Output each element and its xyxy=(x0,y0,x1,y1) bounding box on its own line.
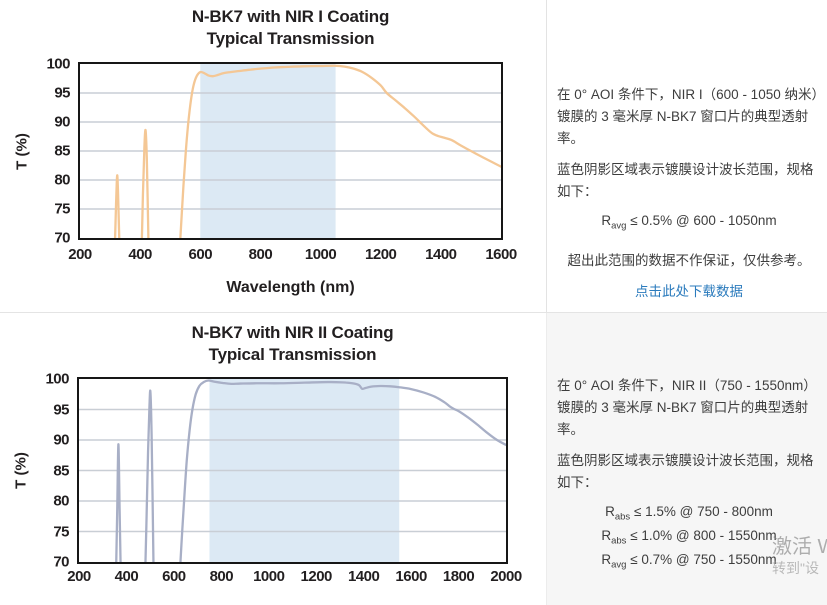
nir2-specs: Rabs ≤ 1.5% @ 750 - 800nm Rabs ≤ 1.0% @ … xyxy=(557,503,821,576)
y-tick-label: 100 xyxy=(45,370,69,388)
y-tick-label: 80 xyxy=(53,492,69,510)
y-tick-label: 70 xyxy=(54,229,70,247)
nir1-plot-area xyxy=(78,62,503,240)
nir1-chart-title: N-BK7 with NIR I Coating Typical Transmi… xyxy=(78,6,503,50)
nir1-title-line2: Typical Transmission xyxy=(206,29,375,48)
y-tick-label: 85 xyxy=(53,462,69,479)
nir2-title-line2: Typical Transmission xyxy=(208,345,377,364)
x-tick-label: 800 xyxy=(248,246,273,263)
x-tick-label: 1800 xyxy=(442,568,475,585)
nir1-x-axis-label: Wavelength (nm) xyxy=(226,279,355,296)
nir2-shading-note: 蓝色阴影区域表示镀膜设计波长范围，规格如下： xyxy=(557,453,814,490)
y-tick-label: 95 xyxy=(54,84,70,102)
spec-line: Rabs ≤ 1.0% @ 800 - 1550nm xyxy=(601,528,777,547)
nir1-description: 在 0° AOI 条件下，NIR I（600 - 1050 纳米）镀膜的 3 毫… xyxy=(557,87,819,146)
transmission-curve xyxy=(103,381,506,562)
transmission-curve xyxy=(92,66,501,238)
x-tick-label: 600 xyxy=(162,568,186,585)
x-tick-label: 200 xyxy=(67,568,91,585)
nir2-description: 在 0° AOI 条件下，NIR II（750 - 1550nm）镀膜的 3 毫… xyxy=(557,378,817,437)
x-tick-label: 800 xyxy=(209,568,234,585)
x-tick-label: 1200 xyxy=(365,246,397,263)
nir1-y-axis-ticks: 100 95 90 85 80 75 70 xyxy=(0,56,70,247)
x-tick-label: 1000 xyxy=(253,568,285,585)
spec-line: Ravg ≤ 0.5% @ 600 - 1050nm xyxy=(601,213,777,232)
y-tick-label: 75 xyxy=(53,523,69,540)
nir2-plot-area xyxy=(77,377,508,564)
x-tick-label: 1600 xyxy=(395,568,427,585)
y-tick-label: 100 xyxy=(46,55,70,73)
nir2-y-axis-ticks: 100 95 90 85 80 75 70 xyxy=(0,371,69,571)
x-tick-label: 1200 xyxy=(300,568,333,585)
x-tick-label: 1600 xyxy=(485,246,517,263)
windows-activation-watermark-line2: 转到"设 xyxy=(772,560,819,576)
x-tick-label: 400 xyxy=(128,246,152,263)
y-tick-label: 85 xyxy=(54,142,70,160)
nir1-disclaimer: 超出此范围的数据不作保证，仅供参考。 xyxy=(567,253,811,269)
y-tick-label: 95 xyxy=(53,401,69,418)
nir2-info-panel: 在 0° AOI 条件下，NIR II（750 - 1550nm）镀膜的 3 毫… xyxy=(546,313,827,605)
nir1-shading-note: 蓝色阴影区域表示镀膜设计波长范围，规格如下： xyxy=(557,162,814,199)
nir1-x-axis-ticks: 200 400 600 800 1000 1200 1400 1600 xyxy=(68,246,517,266)
nir2-transmission-chart xyxy=(79,379,506,562)
section-divider xyxy=(0,312,827,313)
x-tick-label: 1400 xyxy=(347,568,380,585)
x-tick-label: 400 xyxy=(114,568,139,585)
x-tick-label: 600 xyxy=(188,246,213,263)
nir2-x-axis-ticks: 200 400 600 800 1000 1200 1400 1600 1800 2000 xyxy=(67,568,522,588)
y-tick-label: 90 xyxy=(53,431,69,449)
nir1-download-data-link[interactable]: 点击此处下载数据 xyxy=(635,284,743,300)
nir2-title-line1: N-BK7 with NIR II Coating xyxy=(191,323,394,342)
nir1-title-line1: N-BK7 with NIR I Coating xyxy=(191,7,390,26)
y-tick-label: 75 xyxy=(54,200,70,218)
nir2-chart-title: N-BK7 with NIR II Coating Typical Transm… xyxy=(77,322,508,366)
x-tick-label: 200 xyxy=(68,246,92,263)
y-tick-label: 90 xyxy=(54,113,70,131)
x-tick-label: 1400 xyxy=(425,246,457,263)
spec-line: Rabs ≤ 1.5% @ 750 - 800nm xyxy=(605,504,773,523)
y-tick-label: 80 xyxy=(54,171,70,189)
nir1-specs: Ravg ≤ 0.5% @ 600 - 1050nm xyxy=(557,212,821,236)
x-tick-label: 1000 xyxy=(304,246,337,263)
spec-line: Ravg ≤ 0.7% @ 750 - 1550nm xyxy=(601,552,777,572)
windows-activation-watermark-line1: 激活 W xyxy=(772,536,827,558)
nir1-info-panel: 在 0° AOI 条件下，NIR I（600 - 1050 纳米）镀膜的 3 毫… xyxy=(546,0,827,312)
x-tick-label: 2000 xyxy=(490,568,522,585)
nir1-transmission-chart xyxy=(80,64,501,238)
y-tick-label: 70 xyxy=(53,553,69,571)
